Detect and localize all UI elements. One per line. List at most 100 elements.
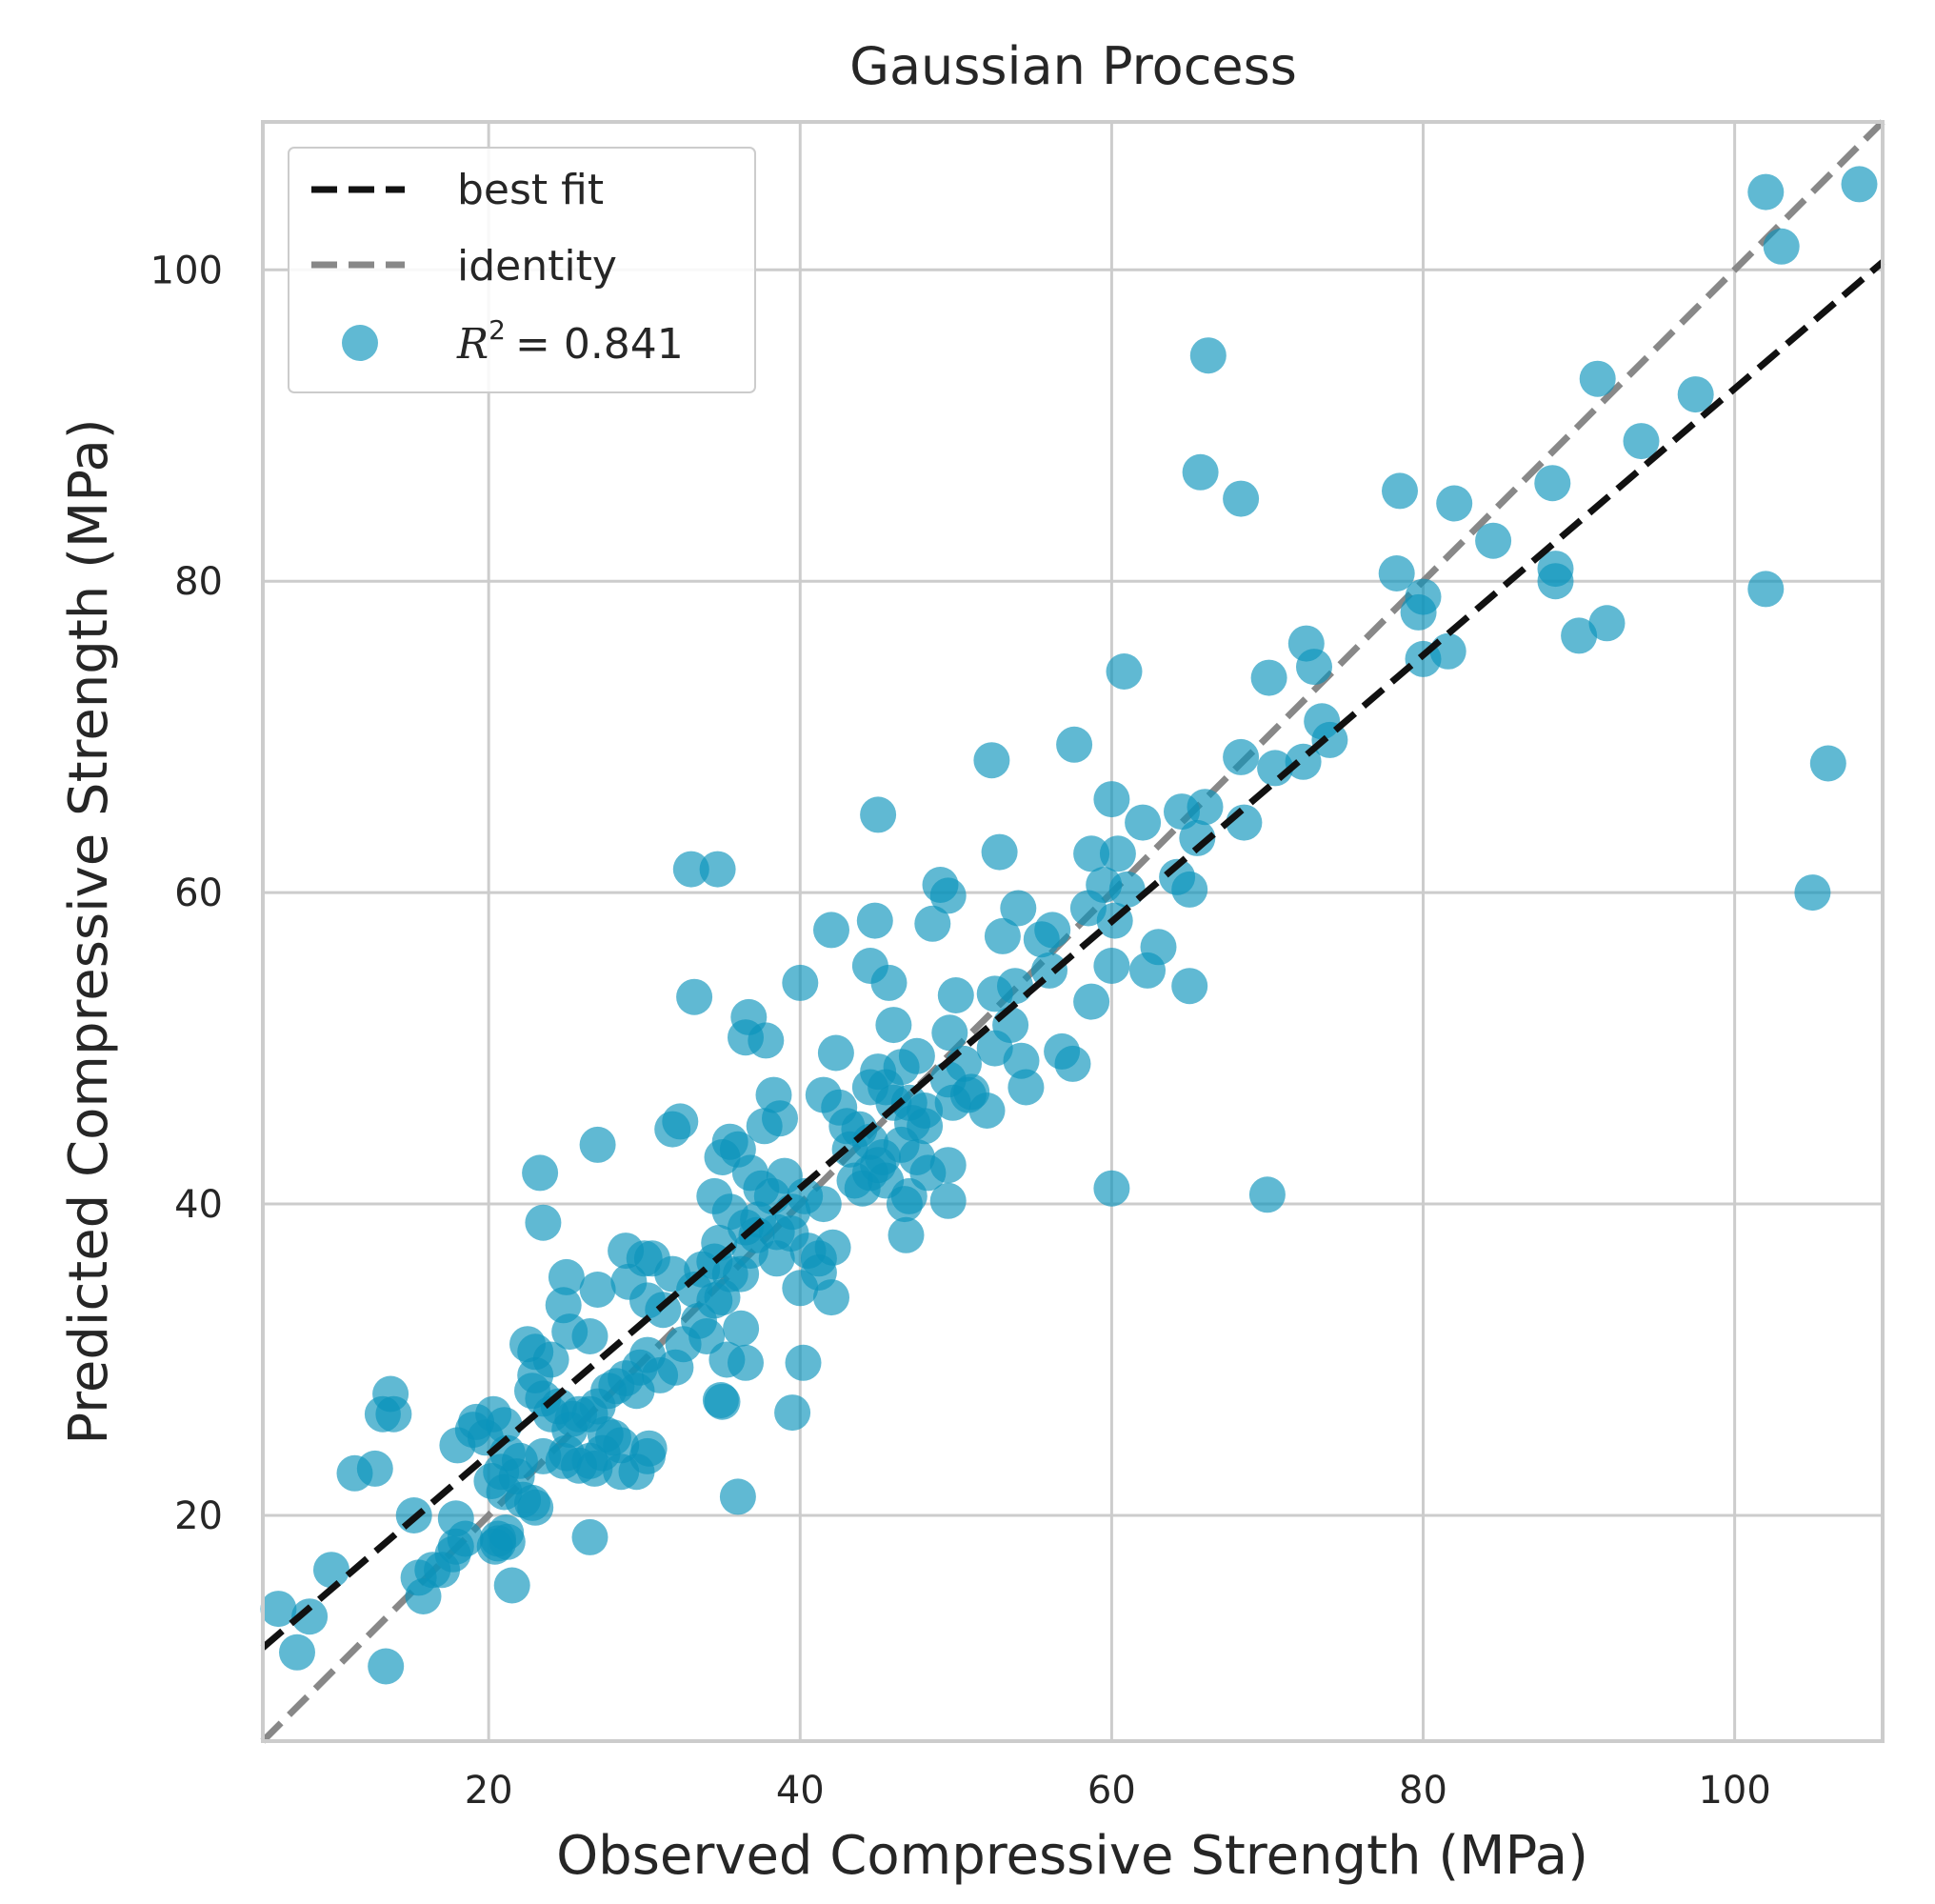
data-point [1073,983,1110,1020]
data-point [1747,571,1785,608]
data-point [1382,472,1418,510]
data-point [774,1394,811,1432]
data-point [571,1318,608,1354]
data-point [860,796,897,833]
data-point [1000,890,1037,927]
data-point [1378,555,1415,591]
data-point [782,964,819,1001]
data-point [1250,659,1287,696]
y-axis-ticks: 20 40 60 80 100 [150,249,223,1538]
data-point [291,1598,329,1635]
data-point [984,917,1021,954]
data-point [1537,563,1574,600]
x-tick-label: 20 [465,1769,513,1813]
data-point [1794,874,1831,912]
data-point [976,1030,1013,1067]
y-tick-label: 100 [150,249,223,292]
data-point [548,1258,585,1295]
data-point [1588,605,1626,642]
data-point [672,851,709,888]
data-point [696,1177,733,1214]
data-point [1436,485,1473,522]
data-point [1182,453,1219,491]
y-axis-label: Predicted Compressive Strength (MPa) [58,418,120,1444]
data-point [657,1349,694,1386]
legend-r2-label: R2 = 0.841 [456,314,684,369]
data-point [805,1076,842,1113]
data-point [1129,952,1166,989]
data-point [704,1383,741,1420]
data-point [1763,228,1800,265]
data-point [929,1147,967,1184]
data-point [813,912,849,949]
best-fit-line [260,259,1885,1651]
data-point [1125,804,1162,841]
data-point [805,1186,842,1223]
legend-best-fit-label: best fit [457,166,604,214]
data-point [856,902,893,939]
data-point [1171,968,1208,1005]
data-point [886,1186,923,1223]
data-point [1747,173,1785,210]
data-point [934,1084,971,1121]
data-point [375,1395,412,1433]
x-axis-label: Observed Compressive Strength (MPa) [556,1825,1588,1887]
data-point [1164,793,1200,831]
data-point [931,1014,968,1052]
data-point [260,1591,297,1628]
data-point [1179,819,1216,856]
data-point [1809,745,1846,782]
data-point [1056,726,1093,763]
data-point [1429,632,1466,670]
data-point [1093,781,1130,818]
data-point [746,1108,783,1145]
data-point [1223,738,1260,775]
data-point [486,1407,523,1444]
data-point [493,1567,530,1604]
legend: best fit identity R2 = 0.841 [288,147,756,393]
x-axis-ticks: 20 40 60 80 100 [465,1769,1771,1813]
data-point [748,1022,785,1059]
x-tick-label: 60 [1087,1769,1136,1813]
data-point [914,905,951,942]
data-point [1159,858,1196,895]
data-point [545,1442,582,1479]
data-point [1534,465,1571,502]
data-point [571,1518,608,1555]
data-point [1579,360,1616,397]
data-point [1677,376,1714,413]
data-point [1106,653,1143,690]
data-point [1475,522,1512,559]
data-point [1405,578,1442,615]
legend-point-swatch [342,325,378,361]
data-point [1093,1170,1130,1207]
data-point [1296,649,1332,686]
data-point [1248,1176,1286,1213]
legend-identity-label: identity [457,242,617,291]
x-tick-label: 100 [1698,1769,1770,1813]
x-tick-label: 40 [776,1769,825,1813]
data-point [728,1344,764,1381]
y-tick-label: 40 [174,1183,223,1227]
data-point [522,1154,559,1192]
data-point [888,1216,925,1253]
data-point [929,1182,967,1219]
data-point [579,1126,616,1163]
data-point [405,1578,442,1614]
chart-title: Gaussian Process [849,36,1297,96]
data-point [439,1427,476,1464]
data-point [1561,617,1598,654]
data-point [976,975,1013,1012]
data-point [937,977,974,1013]
data-point [1623,423,1660,460]
data-point [699,851,736,888]
data-point [1073,835,1110,872]
best-fit-line-path [260,259,1885,1651]
data-point [973,742,1010,779]
data-point [785,1344,822,1381]
data-point [509,1326,546,1363]
data-point [279,1633,315,1671]
plot-frame [261,120,1885,1743]
data-point [313,1552,349,1589]
